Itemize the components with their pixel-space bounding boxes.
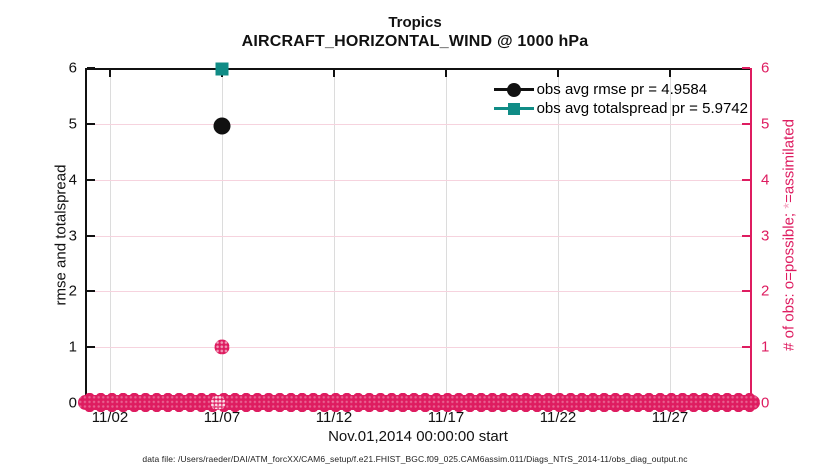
x-axis-tick-label: 11/07 — [203, 409, 241, 426]
left-y-tick-label: 6 — [68, 59, 77, 77]
left-axis-tick — [87, 346, 95, 349]
right-y-tick-label: 3 — [761, 227, 770, 244]
legend-label-totalspread: obs avg totalspread pr = 5.9742 — [536, 100, 748, 117]
totalspread-marker — [215, 62, 229, 76]
x-axis-tick-label: 11/27 — [651, 409, 689, 426]
top-axis-tick — [332, 70, 335, 77]
horizontal-gridline — [87, 123, 750, 125]
left-y-tick-label: 2 — [68, 282, 77, 300]
left-axis-tick — [87, 234, 95, 237]
legend-line-totalspread — [493, 102, 534, 115]
right-axis-tick — [742, 67, 750, 69]
horizontal-gridline — [87, 235, 750, 237]
right-y-tick-label: 0 — [761, 394, 770, 412]
rmse-marker — [213, 117, 231, 135]
obs-possible-marker — [214, 339, 230, 355]
plot-area: obs avg rmse pr = 4.9584 obs avg totalsp… — [69, 60, 770, 427]
right-y-axis-label: # of obs: o=possible; *=assimilated — [781, 119, 798, 351]
left-y-tick-label: 4 — [68, 171, 77, 189]
left-axis-line — [85, 68, 87, 403]
right-y-tick-label: 4 — [761, 171, 770, 189]
right-axis-tick — [742, 178, 750, 181]
right-y-tick-label: 5 — [761, 115, 770, 133]
assimilated-star-marker-at-zero — [210, 395, 226, 410]
legend-line-rmse — [493, 82, 534, 97]
x-axis-tick-label: 11/22 — [539, 409, 577, 426]
legend-circle-marker — [506, 82, 521, 97]
data-file-path: data file: /Users/raeder/DAI/ATM_forcXX/… — [142, 454, 688, 464]
left-y-tick-label: 0 — [68, 394, 77, 412]
right-axis-tick — [742, 290, 750, 293]
top-axis-tick — [109, 70, 111, 77]
x-axis-label: Nov.01,2014 00:00:00 start — [328, 428, 508, 445]
horizontal-gridline — [87, 179, 750, 181]
x-axis-tick-label: 11/02 — [91, 409, 129, 426]
legend-row-totalspread: obs avg totalspread pr = 5.9742 — [493, 99, 748, 118]
right-y-tick-label: 6 — [761, 59, 770, 77]
left-axis-tick — [87, 122, 95, 125]
assimilated-star-glyph: * — [780, 202, 798, 209]
x-axis-tick-label: 11/17 — [427, 409, 465, 426]
top-axis-tick — [444, 70, 447, 77]
left-y-tick-label: 3 — [68, 227, 77, 244]
legend-row-rmse: obs avg rmse pr = 4.9584 — [493, 80, 748, 99]
x-axis-tick-label: 11/12 — [315, 409, 353, 426]
right-y-axis-label-prefix: # of obs: o=possible; — [780, 208, 798, 351]
right-axis-tick — [742, 234, 750, 237]
right-axis-line — [750, 68, 752, 403]
chart-subtitle: AIRCRAFT_HORIZONTAL_WIND @ 1000 hPa — [241, 33, 589, 50]
left-axis-tick — [87, 178, 95, 181]
legend-square-marker — [507, 102, 520, 115]
right-axis-tick — [742, 122, 750, 125]
top-axis-tick — [556, 70, 559, 77]
left-y-axis-label: rmse and totalspread — [52, 164, 70, 306]
legend: obs avg rmse pr = 4.9584 obs avg totalsp… — [493, 80, 748, 118]
top-axis-tick — [669, 70, 672, 77]
horizontal-gridline — [87, 291, 750, 293]
chart-title: Tropics — [388, 14, 442, 31]
obs-count-zero-band — [78, 393, 760, 412]
left-y-tick-label: 5 — [68, 115, 77, 133]
right-y-tick-label: 1 — [761, 338, 770, 356]
left-axis-tick — [87, 290, 95, 293]
right-y-axis-label-suffix: =assimilated — [780, 119, 798, 203]
left-axis-tick — [87, 67, 95, 69]
left-y-tick-label: 1 — [68, 338, 77, 356]
horizontal-gridline — [87, 347, 750, 349]
right-y-tick-label: 2 — [761, 282, 770, 300]
right-axis-tick — [742, 346, 750, 349]
top-axis-line — [85, 68, 752, 70]
legend-label-rmse: obs avg rmse pr = 4.9584 — [536, 81, 708, 98]
